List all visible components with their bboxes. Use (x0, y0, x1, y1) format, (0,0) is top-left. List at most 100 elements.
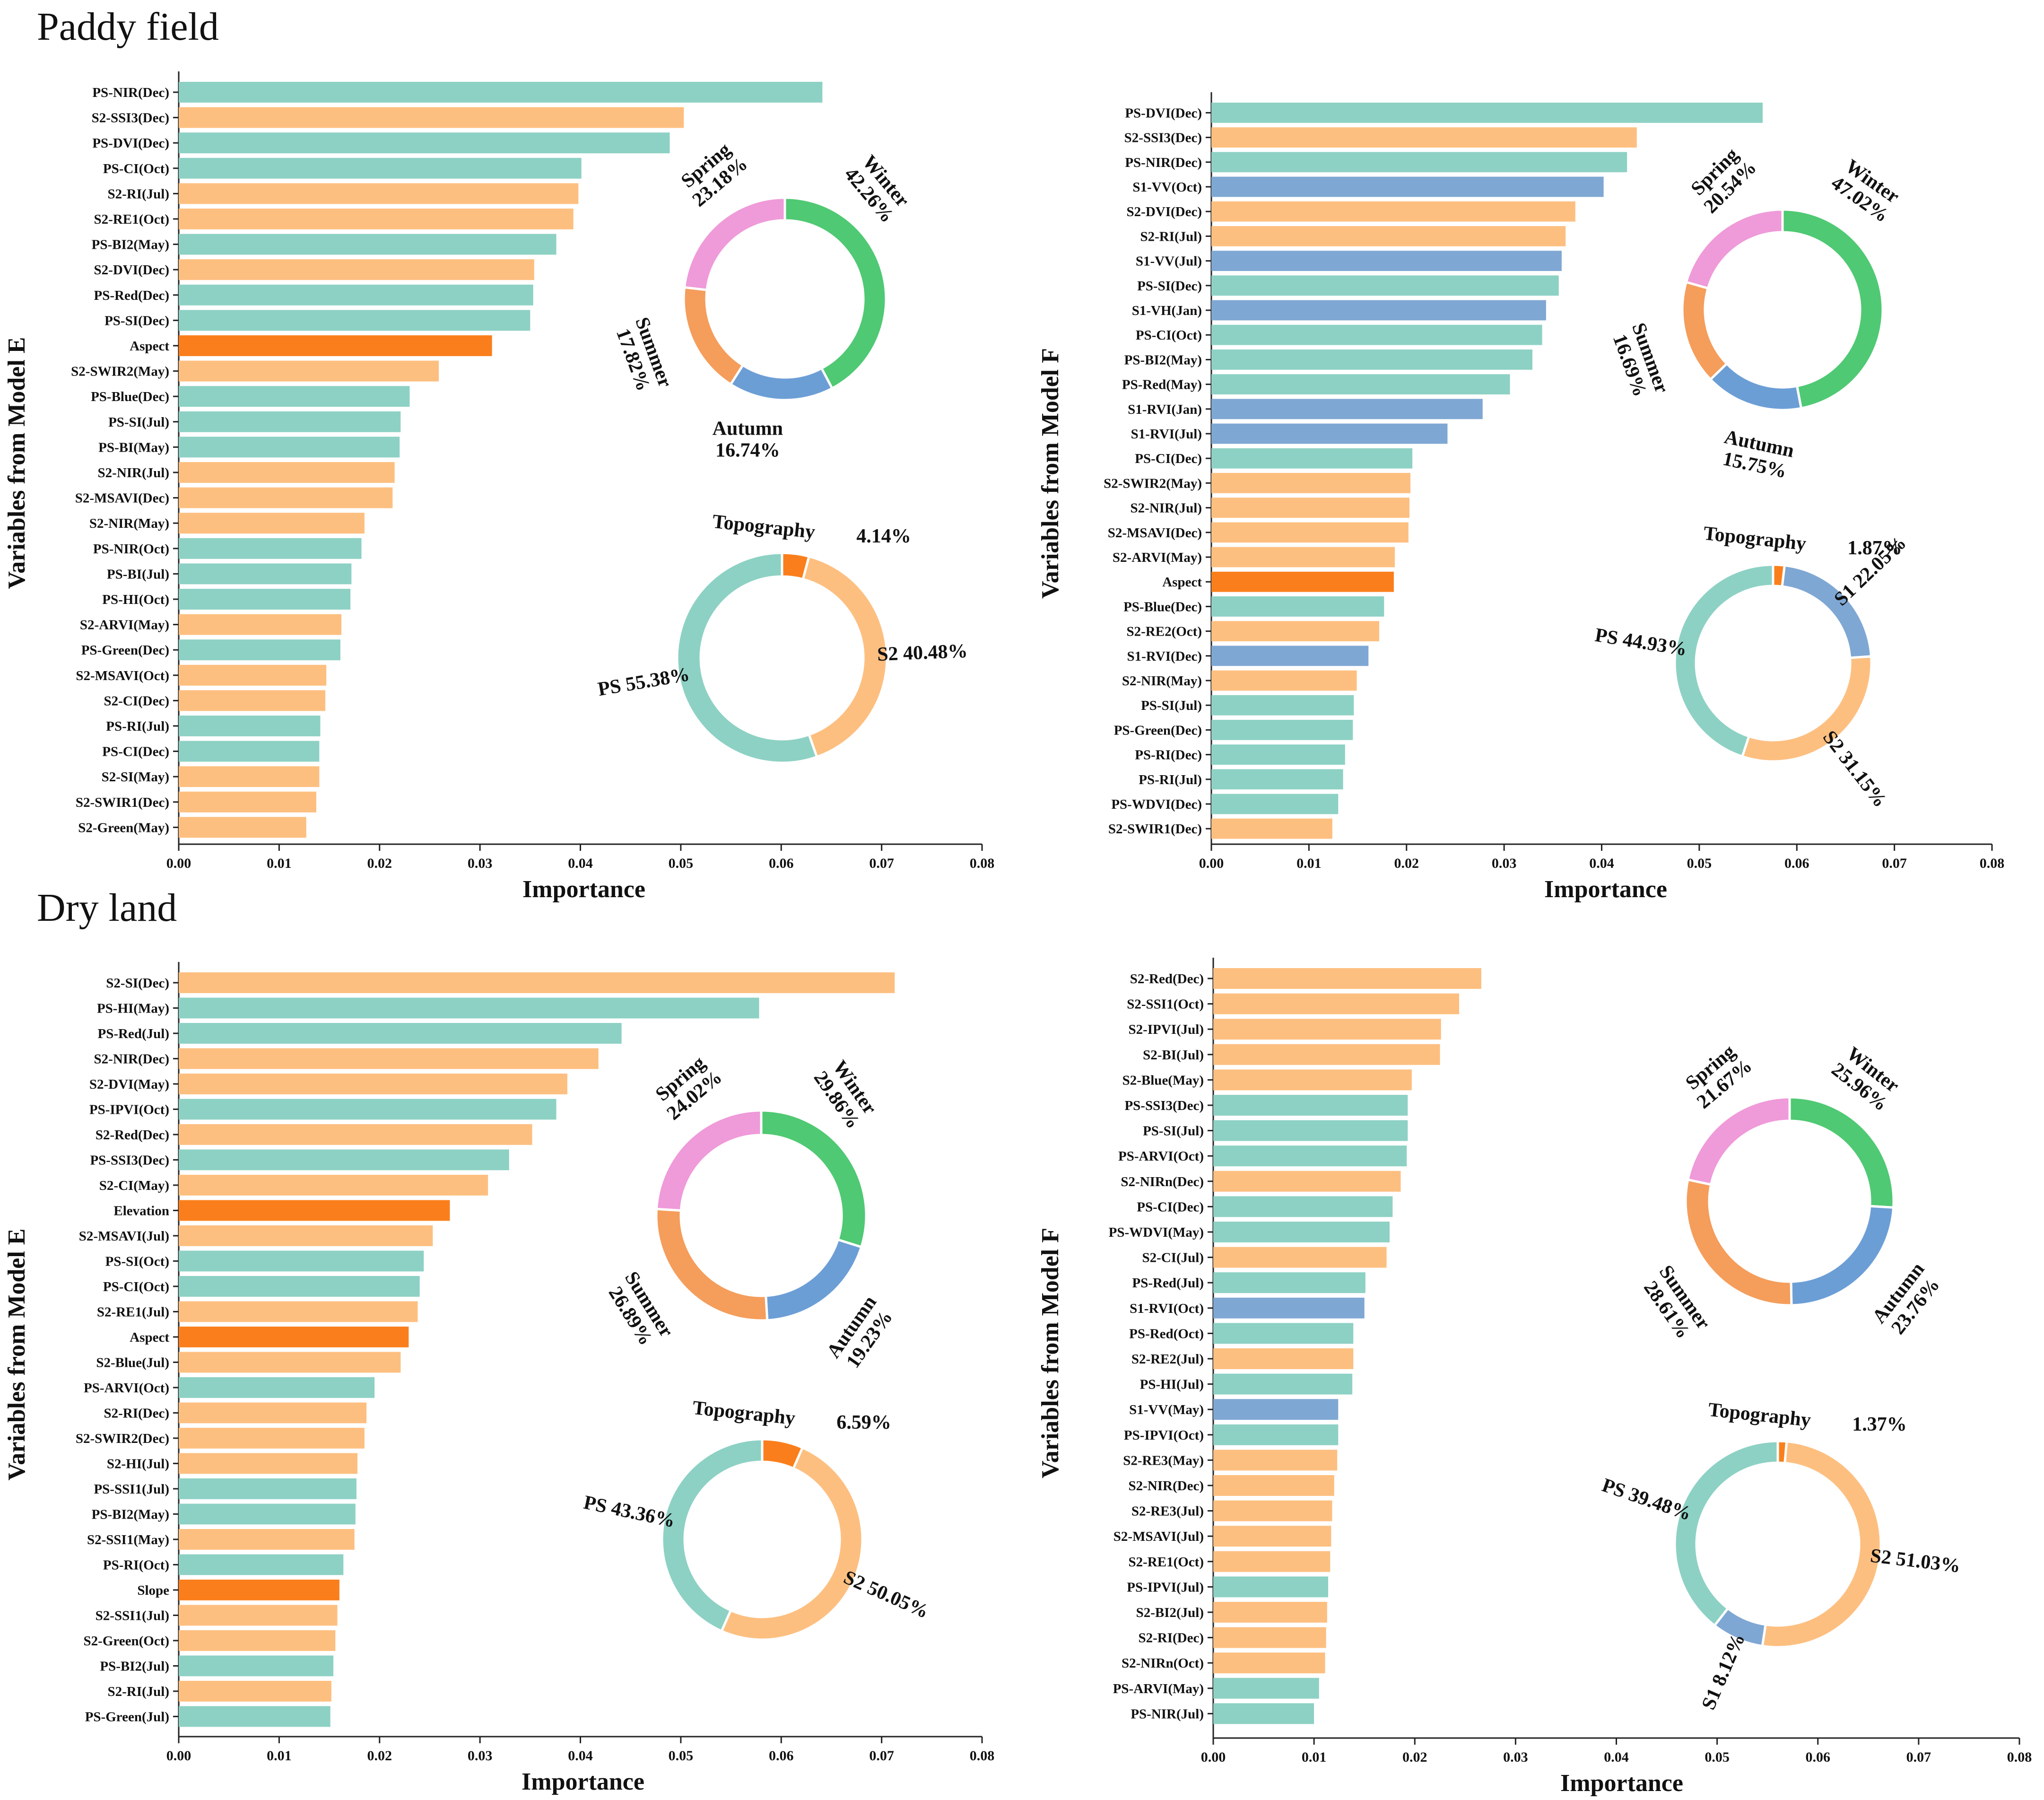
dry-model-f-bar (1213, 1500, 1332, 1521)
dry-model-f-y-tick-label: S2-RE3(May) (1123, 1453, 1204, 1468)
dry-model-f-source-slice-s2 (1761, 1440, 1882, 1649)
dry-model-f-y-tick-label: PS-WDVI(May) (1109, 1225, 1204, 1240)
dry-model-e-bar (179, 997, 759, 1019)
paddy-model-f-y-tick-label: PS-SI(Dec) (1137, 279, 1202, 294)
dry-model-f-bar (1213, 1095, 1408, 1116)
dry-model-e-y-tick-label: S2-MSAVI(Jul) (79, 1229, 169, 1244)
paddy-model-e-x-tick-label: 0.02 (367, 856, 392, 871)
paddy-model-f-source-label-topography-value: 1.87% (1847, 537, 1902, 559)
dry-model-f-y-tick-label: S2-Red(Dec) (1130, 971, 1204, 987)
dry-model-f-bar (1213, 1424, 1339, 1445)
paddy-model-e-bar (179, 310, 531, 331)
paddy-model-f-y-tick-label: PS-BI2(May) (1124, 352, 1202, 367)
dry-model-e-bar (179, 1503, 356, 1525)
dry-model-e-x-tick-label: 0.01 (267, 1748, 292, 1764)
dry-model-e-season-slice-autumn (765, 1238, 863, 1322)
paddy-model-e-season-slice-spring (683, 196, 786, 291)
paddy-model-e-y-tick-label: PS-NIR(Dec) (92, 85, 169, 100)
paddy-model-f-y-tick-label: S2-SSI3(Dec) (1124, 131, 1202, 146)
dry-model-f-bar (1213, 1602, 1327, 1623)
dry-model-f-y-tick-label: PS-HI(Jul) (1140, 1377, 1204, 1392)
paddy-model-f-bar (1211, 350, 1532, 370)
paddy-model-f-y-tick-label: PS-CI(Oct) (1136, 328, 1202, 343)
paddy-model-e-bar (179, 513, 365, 534)
paddy-model-f-bar (1211, 473, 1411, 493)
dry-model-f-y-tick-label: S2-RI(Dec) (1138, 1631, 1204, 1646)
paddy-model-f-bar (1211, 571, 1394, 592)
paddy-model-e-x-axis-title: Importance (522, 876, 645, 903)
dry-model-e-y-tick-label: PS-SI(Oct) (105, 1254, 169, 1269)
paddy-model-e-bar (179, 462, 395, 483)
dry-model-f-source-label-topography-name: Topography (1707, 1399, 1812, 1432)
dry-model-e-y-tick-label: PS-CI(Oct) (103, 1279, 169, 1294)
paddy-model-e-y-tick-label: S2-SI(May) (102, 769, 169, 785)
dry-model-e-bar (179, 1554, 344, 1575)
paddy-model-f-y-tick-label: S1-VV(Oct) (1132, 180, 1202, 195)
dry-model-e-bar (179, 1048, 599, 1069)
paddy-model-f-y-tick-label: PS-Red(May) (1122, 377, 1202, 393)
dry-model-e-source-slice-ps (661, 1438, 764, 1633)
dry-model-f-y-tick-label: S2-BI(Jul) (1143, 1048, 1204, 1063)
dry-model-e-source-label-ps: PS 43.36% (582, 1492, 677, 1532)
dry-model-f-bar (1213, 1652, 1325, 1674)
dry-model-f-bar (1213, 1450, 1338, 1471)
paddy-model-f-season-slice-summer (1681, 280, 1729, 381)
dry-model-e-bar (179, 1175, 488, 1196)
paddy-model-e-bar (179, 107, 684, 128)
paddy-model-f-y-tick-label: S1-VV(Jul) (1136, 254, 1202, 269)
paddy-model-f-y-tick-label: S2-NIR(May) (1122, 673, 1202, 689)
paddy-model-f-x-tick-label: 0.07 (1882, 856, 1907, 871)
dry-model-e-bar (179, 1630, 336, 1651)
paddy-model-f-y-tick-label: PS-DVI(Dec) (1125, 105, 1202, 121)
paddy-model-f-y-tick-label: PS-WDVI(Dec) (1111, 797, 1202, 812)
dry-model-f-y-tick-label: S2-MSAVI(Jul) (1113, 1529, 1204, 1544)
paddy-model-e-bar (179, 538, 362, 559)
paddy-model-e-bar (179, 234, 557, 255)
paddy-model-f-bar (1211, 152, 1627, 173)
paddy-model-f-bar (1211, 226, 1566, 246)
dry-model-e-x-tick-label: 0.00 (166, 1748, 191, 1764)
dry-model-e-x-tick-label: 0.08 (970, 1748, 995, 1764)
paddy-model-e-bar (179, 791, 316, 813)
paddy-model-f-y-tick-label: S2-NIR(Jul) (1131, 501, 1202, 516)
paddy-model-f-x-tick-label: 0.04 (1589, 856, 1614, 871)
paddy-model-f-bar (1211, 498, 1409, 518)
dry-model-e-bar (179, 1023, 622, 1044)
dry-model-f-bar (1213, 1526, 1331, 1547)
dry-model-e-y-tick-label: PS-Red(Jul) (98, 1026, 169, 1041)
dry-model-e-bar (179, 1681, 331, 1702)
paddy-model-e-x-tick-label: 0.04 (568, 856, 593, 871)
paddy-model-e-y-tick-label: PS-BI(Jul) (107, 567, 169, 582)
dry-model-e-bar (179, 1250, 424, 1272)
dry-model-f-y-tick-label: S2-RE3(Jul) (1131, 1504, 1204, 1519)
dry-model-e-y-tick-label: S2-CI(May) (99, 1178, 169, 1193)
paddy-model-e-y-tick-label: PS-CI(Oct) (103, 161, 169, 176)
paddy-model-e-y-tick-label: PS-RI(Jul) (106, 719, 169, 734)
dry-model-e-bar (179, 1352, 401, 1373)
paddy-model-f-y-tick-label: S2-SWIR1(Dec) (1108, 821, 1202, 837)
dry-model-e-bar (179, 1428, 365, 1449)
paddy-model-e-y-tick-label: PS-Red(Dec) (94, 288, 169, 303)
dry-model-f-y-tick-label: PS-Red(Oct) (1129, 1326, 1204, 1341)
dry-model-f-source-label-s1: S1 8.12% (1697, 1630, 1749, 1713)
dry-model-e-bar (179, 1074, 567, 1094)
paddy-model-f-bar (1211, 324, 1542, 345)
paddy-model-f-y-tick-label: S1-RVI(Jul) (1131, 427, 1202, 442)
dry-model-e-y-tick-label: PS-HI(May) (97, 1001, 169, 1016)
chart-panels: 0.00 0.01 0.02 0.03 0.04 0.05 0.06 0.07 0.08 PS-N… (3, 71, 2032, 1797)
paddy-model-e-y-tick-label: S2-NIR(May) (89, 516, 169, 531)
paddy-model-e-source-label-ps: PS 55.38% (596, 664, 691, 700)
paddy-model-e-season-slice-summer (682, 286, 745, 386)
paddy-model-f-bar (1211, 744, 1345, 765)
paddy-model-e-bar (179, 132, 670, 154)
paddy-model-e-x-tick-label: 0.05 (669, 856, 694, 871)
dry-model-e-y-tick-label: S2-HI(Jul) (107, 1456, 169, 1471)
dry-model-e-bar (179, 1301, 418, 1322)
